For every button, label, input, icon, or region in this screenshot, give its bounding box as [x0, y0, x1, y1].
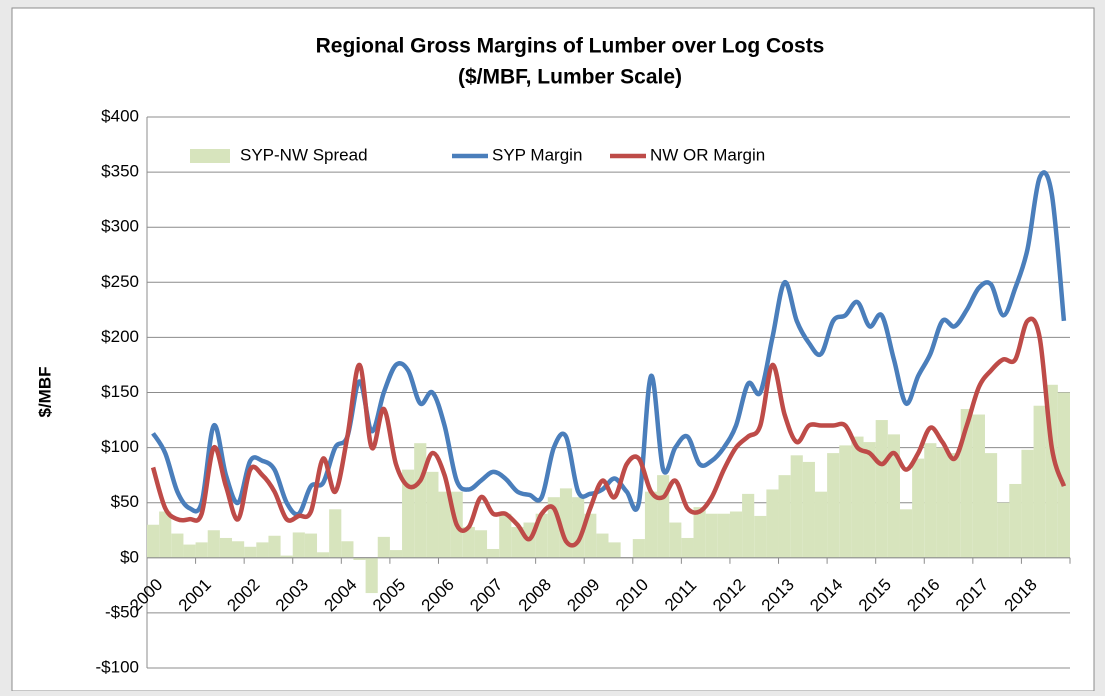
bar	[632, 539, 645, 558]
bar	[1021, 449, 1034, 558]
bar	[887, 434, 900, 558]
bar	[389, 550, 403, 558]
bar	[559, 488, 573, 558]
bar	[317, 552, 330, 558]
y-tick-label: $150	[101, 382, 139, 401]
bar	[948, 453, 961, 558]
legend-label: SYP Margin	[492, 145, 582, 164]
bar	[426, 471, 439, 558]
chart-title: Regional Gross Margins of Lumber over Lo…	[316, 35, 825, 58]
bar	[1057, 392, 1070, 558]
bar	[936, 447, 949, 558]
chart-frame	[11, 7, 1095, 692]
bar	[511, 526, 524, 558]
bar	[875, 420, 888, 558]
bar	[232, 541, 245, 558]
y-tick-label: $100	[101, 437, 139, 456]
bar	[159, 511, 172, 558]
bar	[972, 414, 985, 558]
bar	[256, 542, 269, 558]
bar	[147, 524, 160, 558]
bar	[778, 475, 791, 558]
bar	[292, 532, 305, 558]
bar	[329, 509, 342, 558]
chart-subtitle: ($/MBF, Lumber Scale)	[458, 66, 682, 89]
bar	[742, 493, 755, 558]
bar	[766, 489, 779, 558]
bar	[924, 443, 937, 558]
bar	[608, 542, 621, 558]
y-tick-label: -$50	[105, 602, 139, 621]
y-tick-label: $300	[101, 217, 139, 236]
bar	[984, 453, 998, 558]
bar	[195, 542, 208, 558]
bar	[499, 513, 512, 558]
bar	[997, 502, 1010, 558]
y-tick-label: $250	[101, 272, 139, 291]
bar	[474, 530, 488, 558]
bar	[207, 530, 220, 558]
bar	[899, 509, 913, 558]
bar	[912, 458, 925, 558]
bar	[814, 491, 828, 558]
bar	[790, 455, 803, 558]
bar	[839, 445, 852, 558]
bar	[681, 537, 694, 558]
bar	[353, 557, 366, 561]
bar	[1009, 483, 1022, 558]
bar	[754, 515, 767, 558]
bar	[1033, 405, 1046, 558]
bar	[705, 513, 718, 558]
bar	[644, 491, 658, 558]
bar	[802, 461, 815, 558]
y-tick-label: $50	[111, 492, 139, 511]
bar	[183, 544, 196, 558]
bar	[729, 511, 743, 558]
y-tick-label: -$100	[96, 657, 139, 676]
line	[150, 316, 1067, 548]
bar	[487, 548, 500, 558]
bar	[402, 469, 415, 558]
bar	[669, 522, 682, 558]
bar	[717, 513, 730, 558]
bar	[960, 409, 973, 558]
bar	[438, 491, 451, 558]
line	[151, 170, 1067, 517]
bar	[341, 541, 354, 558]
bar	[268, 535, 281, 558]
legend-label: NW OR Margin	[650, 145, 765, 164]
bar	[219, 537, 233, 558]
legend-swatch	[190, 149, 230, 163]
legend-label: SYP-NW Spread	[240, 145, 368, 164]
bar	[377, 536, 390, 558]
bar	[304, 533, 318, 558]
bar	[171, 533, 184, 558]
bar	[596, 533, 609, 558]
bar	[280, 555, 293, 558]
y-tick-label: $200	[101, 327, 139, 346]
bar	[851, 436, 864, 558]
bar	[244, 546, 257, 558]
bar	[462, 526, 475, 558]
bar	[827, 453, 840, 558]
bar	[414, 443, 427, 558]
y-tick-label: $350	[101, 162, 139, 181]
y-tick-label: $400	[101, 106, 139, 125]
bar	[365, 557, 378, 594]
bar	[693, 507, 706, 558]
bar	[584, 513, 597, 558]
bar	[863, 442, 876, 558]
y-tick-label: $0	[120, 547, 139, 566]
y-axis-label: $/MBF	[35, 367, 54, 418]
